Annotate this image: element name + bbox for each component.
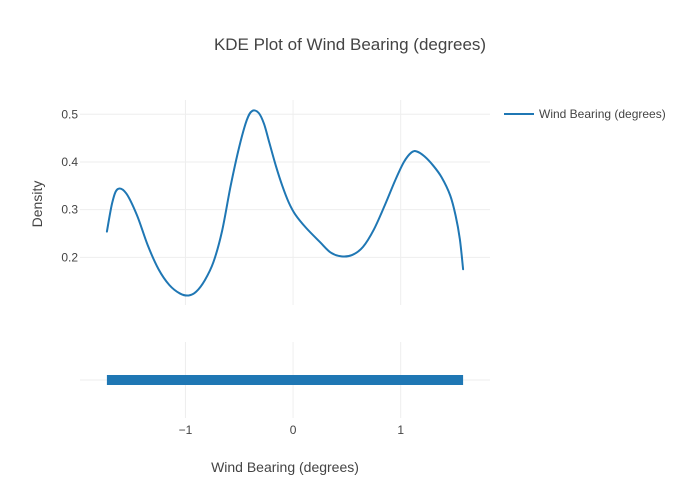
- x-tick-labels: −1 0 1: [179, 423, 405, 437]
- kde-line: [105, 109, 465, 297]
- x-tick-label-1: 0: [290, 423, 297, 437]
- y-gridlines: [80, 113, 490, 381]
- x-axis-title: Wind Bearing (degrees): [211, 459, 359, 475]
- legend[interactable]: Wind Bearing (degrees): [504, 107, 666, 121]
- y-tick-label-3: 0.5: [61, 107, 78, 121]
- x-tick-label-2: 1: [397, 423, 404, 437]
- rug-layer: [106, 375, 464, 385]
- y-tick-label-2: 0.4: [61, 155, 78, 169]
- x-tick-label-0: −1: [179, 423, 193, 437]
- y-tick-labels: 0.2 0.3 0.4 0.5: [61, 107, 78, 264]
- chart-title: KDE Plot of Wind Bearing (degrees): [214, 35, 486, 54]
- y-axis-title: Density: [29, 181, 45, 228]
- series-layer: [105, 109, 465, 297]
- legend-label: Wind Bearing (degrees): [539, 107, 666, 121]
- y-tick-label-0: 0.2: [61, 250, 78, 264]
- y-tick-label-1: 0.3: [61, 203, 78, 217]
- rug-band: [106, 375, 464, 385]
- x-gridlines: [184, 100, 402, 418]
